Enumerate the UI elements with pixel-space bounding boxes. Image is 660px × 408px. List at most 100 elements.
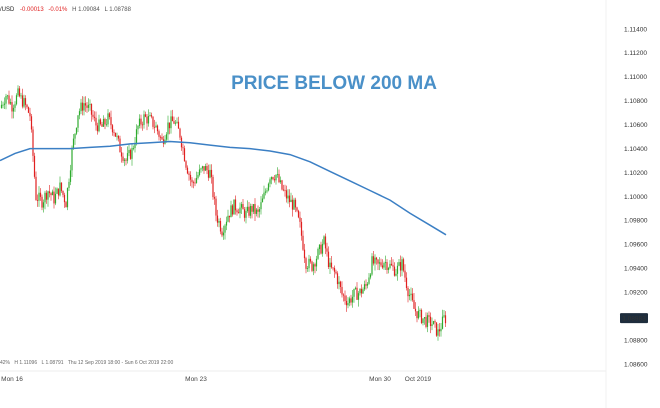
candle-body (192, 182, 195, 184)
candle-body (153, 126, 156, 128)
candle-body (401, 259, 403, 271)
candle-body (228, 215, 231, 218)
candle-body (338, 281, 340, 285)
candle-body (416, 311, 418, 319)
candle-body (372, 256, 375, 264)
candle-body (413, 300, 415, 309)
candle-body (161, 136, 163, 140)
candle-body (317, 249, 319, 259)
price-tick-label: 1.09800 (624, 218, 648, 225)
candle-body (267, 183, 270, 191)
price-tick-label: 1.11400 (624, 26, 647, 33)
candle-body (245, 211, 247, 218)
candle-body (183, 148, 186, 162)
candle-body (15, 95, 18, 105)
candle-body (339, 281, 342, 288)
candle-body (299, 217, 301, 222)
candle-body (306, 268, 309, 270)
candle-body (140, 118, 142, 125)
candle-body (132, 148, 135, 149)
candle-body (120, 152, 123, 157)
candle-body (345, 300, 348, 306)
candle-body (285, 190, 288, 199)
candle-body (384, 262, 387, 264)
candle-body (84, 103, 87, 106)
symbol-label: /USD (0, 7, 15, 13)
candle-body (296, 207, 298, 211)
candle-body (219, 221, 222, 232)
candle-body (311, 261, 313, 271)
candle-body (375, 257, 378, 260)
price-tick-label: 1.09400 (624, 266, 648, 273)
candle-body (258, 209, 261, 212)
candle-body (273, 179, 276, 181)
candle-body (354, 287, 357, 289)
candle-body (125, 159, 127, 161)
candle-body (174, 122, 177, 124)
candle-body (152, 116, 154, 127)
candle-body (14, 104, 16, 108)
range-low: L 1.08791 (42, 360, 64, 366)
candle-body (399, 262, 402, 271)
candle-body (96, 125, 99, 132)
candle-body (312, 264, 315, 271)
candle-body (159, 136, 162, 138)
candle-body (137, 125, 139, 130)
header-high: H 1.09084 (72, 7, 100, 13)
candle-body (12, 107, 15, 112)
candle-body (332, 267, 334, 269)
candle-body (54, 193, 57, 204)
candle-body (126, 153, 129, 161)
ma-200-line (0, 140, 447, 236)
candle-body (44, 192, 46, 203)
candle-body (419, 310, 421, 311)
candle-body (368, 277, 370, 284)
candle-body (320, 244, 322, 254)
candle-body (5, 95, 7, 104)
time-axis[interactable]: Mon 16 Mon 23 Mon 30 Oct 2019 (1, 376, 431, 383)
candle-body (207, 170, 210, 178)
candle-body (291, 199, 294, 210)
candle-body (347, 303, 349, 306)
time-tick-label: Oct 2019 (405, 376, 432, 383)
candle-body (252, 204, 255, 212)
candle-body (92, 114, 94, 117)
candle-body (210, 169, 213, 177)
candle-body (381, 265, 384, 268)
candle-body (147, 115, 150, 124)
time-tick-label: Mon 23 (185, 376, 207, 383)
candle-body (300, 221, 303, 236)
candle-body (305, 258, 307, 269)
candle-body (168, 122, 171, 129)
candle-body (387, 267, 390, 270)
candle-body (33, 155, 36, 177)
candle-body (87, 104, 90, 108)
candle-body (20, 95, 22, 97)
candle-body (158, 131, 160, 137)
candle-body (230, 205, 232, 218)
candle-body (141, 124, 144, 126)
candle-body (221, 231, 223, 236)
candle-body (437, 329, 439, 336)
candle-body (0, 104, 3, 108)
candle-body (411, 293, 414, 301)
header-quote: /USD -0.00013 -0.01% H 1.09084 L 1.08788 (0, 7, 132, 13)
candle-body (113, 132, 115, 134)
candle-body (246, 206, 249, 212)
candle-body (150, 115, 153, 117)
candle-body (72, 138, 75, 148)
candle-body (425, 317, 427, 327)
candle-body (74, 133, 76, 139)
candle-body (309, 258, 312, 262)
candle-body (303, 249, 306, 259)
price-tick-label: 1.10600 (624, 122, 648, 129)
candle-body (386, 262, 388, 270)
candle-body (233, 199, 235, 215)
candle-body (321, 243, 324, 254)
candle-body (90, 103, 93, 115)
candle-body (213, 197, 216, 199)
candle-body (80, 102, 82, 112)
candle-body (270, 177, 273, 180)
candle-body (59, 182, 61, 196)
